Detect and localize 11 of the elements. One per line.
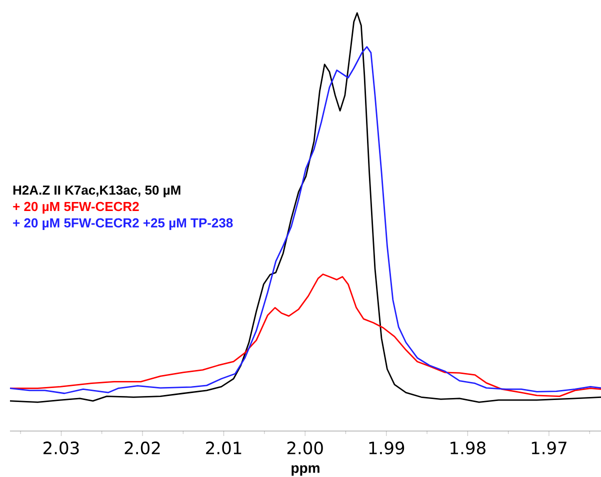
x-tick-label: 1.98: [450, 442, 486, 454]
text: + 20 µM 5FW-CECR2: [13, 202, 139, 214]
x-tick-label: 2.01: [206, 442, 242, 454]
x-axis-title: ppm: [292, 465, 320, 476]
x-tick-label: 1.99: [369, 442, 404, 454]
x-tick-label: 2.00: [287, 442, 323, 454]
x-tick-label: 2.03: [44, 442, 79, 454]
text: + 20 µM 5FW-CECR2 +25 µM TP-238: [13, 218, 233, 230]
x-tick-label: 1.97: [532, 442, 566, 454]
x-tick-label: 2.02: [124, 442, 160, 454]
text: H2A.Z II K7ac,K13ac, 50 µM: [13, 186, 180, 198]
